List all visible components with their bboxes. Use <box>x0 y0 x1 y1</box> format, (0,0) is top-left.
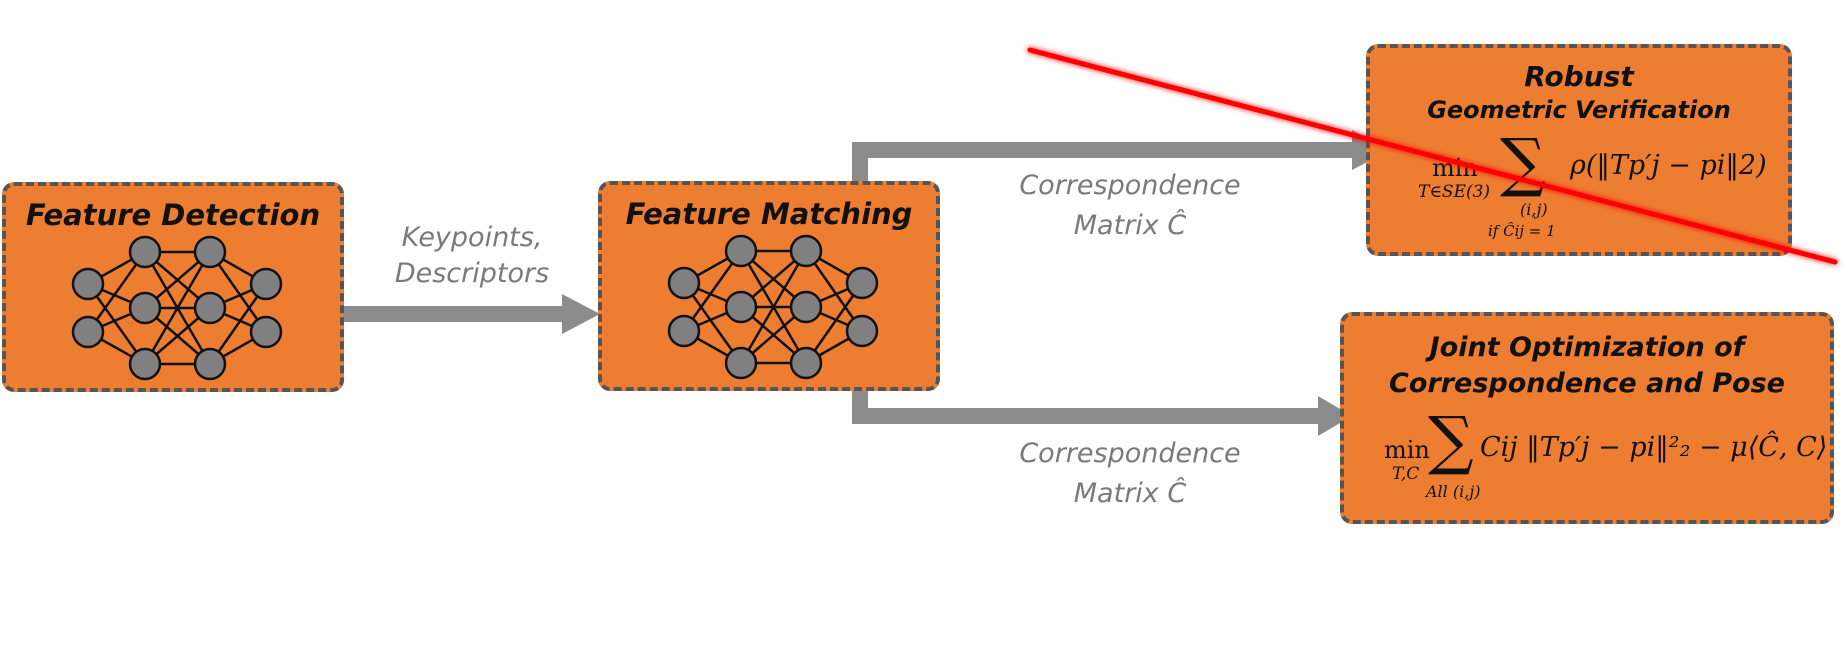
feature-detection-box: Feature Detection <box>2 182 344 392</box>
edge-label-correspondence-bottom: Correspondence Matrix Ĉ <box>1000 434 1260 514</box>
joint-optimization-box: Joint Optimization of Correspondence and… <box>1340 312 1834 524</box>
edge-label-correspondence-top-line1: Correspondence <box>1019 170 1241 201</box>
robust-formula-sum-sub1: (i,j) <box>1520 200 1548 219</box>
edge-label-correspondence-top-line2: Matrix Ĉ <box>1073 210 1187 241</box>
neural-network-icon <box>71 235 283 381</box>
feature-matching-box: Feature Matching <box>598 181 940 391</box>
robust-formula-min-sub: T∈SE(3) <box>1418 182 1491 202</box>
joint-formula-min: min <box>1384 436 1430 464</box>
edge-label-correspondence-top: Correspondence Matrix Ĉ <box>1000 166 1260 246</box>
arrow-match-to-joint <box>852 390 1352 436</box>
robust-title-line1: Robust <box>1524 60 1634 93</box>
arrow-detect-to-match <box>340 294 600 334</box>
edge-label-keypoints: Keypoints, Descriptors <box>362 220 582 292</box>
joint-formula-sum: ∑ <box>1428 404 1474 478</box>
robust-formula-sum: ∑ <box>1500 126 1546 200</box>
neural-network-icon <box>667 234 879 380</box>
joint-title-line1: Joint Optimization of <box>1429 332 1745 363</box>
robust-verification-box: Robust Geometric Verification min T∈SE(3… <box>1366 44 1792 256</box>
joint-formula-min-sub: T,C <box>1392 464 1420 484</box>
feature-detection-title: Feature Detection <box>25 198 321 232</box>
edge-label-correspondence-bottom-line2: Matrix Ĉ <box>1073 478 1187 509</box>
robust-title-line2: Geometric Verification <box>1427 96 1731 124</box>
joint-formula-sum-sub: All (i,j) <box>1426 482 1481 501</box>
edge-label-keypoints-line1: Keypoints, <box>401 222 543 253</box>
joint-formula-body: Cij ‖Tp′j − pi‖²₂ − μ⟨Ĉ, C⟩ <box>1480 432 1828 463</box>
robust-formula-min: min <box>1432 154 1478 182</box>
robust-formula-sum-sub2: if Ĉij = 1 <box>1488 222 1556 240</box>
robust-formula-body: ρ(‖Tp′j − pi‖2) <box>1570 150 1767 181</box>
feature-matching-title: Feature Matching <box>625 197 913 231</box>
joint-title-line2: Correspondence and Pose <box>1389 368 1785 399</box>
edge-label-keypoints-line2: Descriptors <box>394 258 550 289</box>
edge-label-correspondence-bottom-line1: Correspondence <box>1019 438 1241 469</box>
